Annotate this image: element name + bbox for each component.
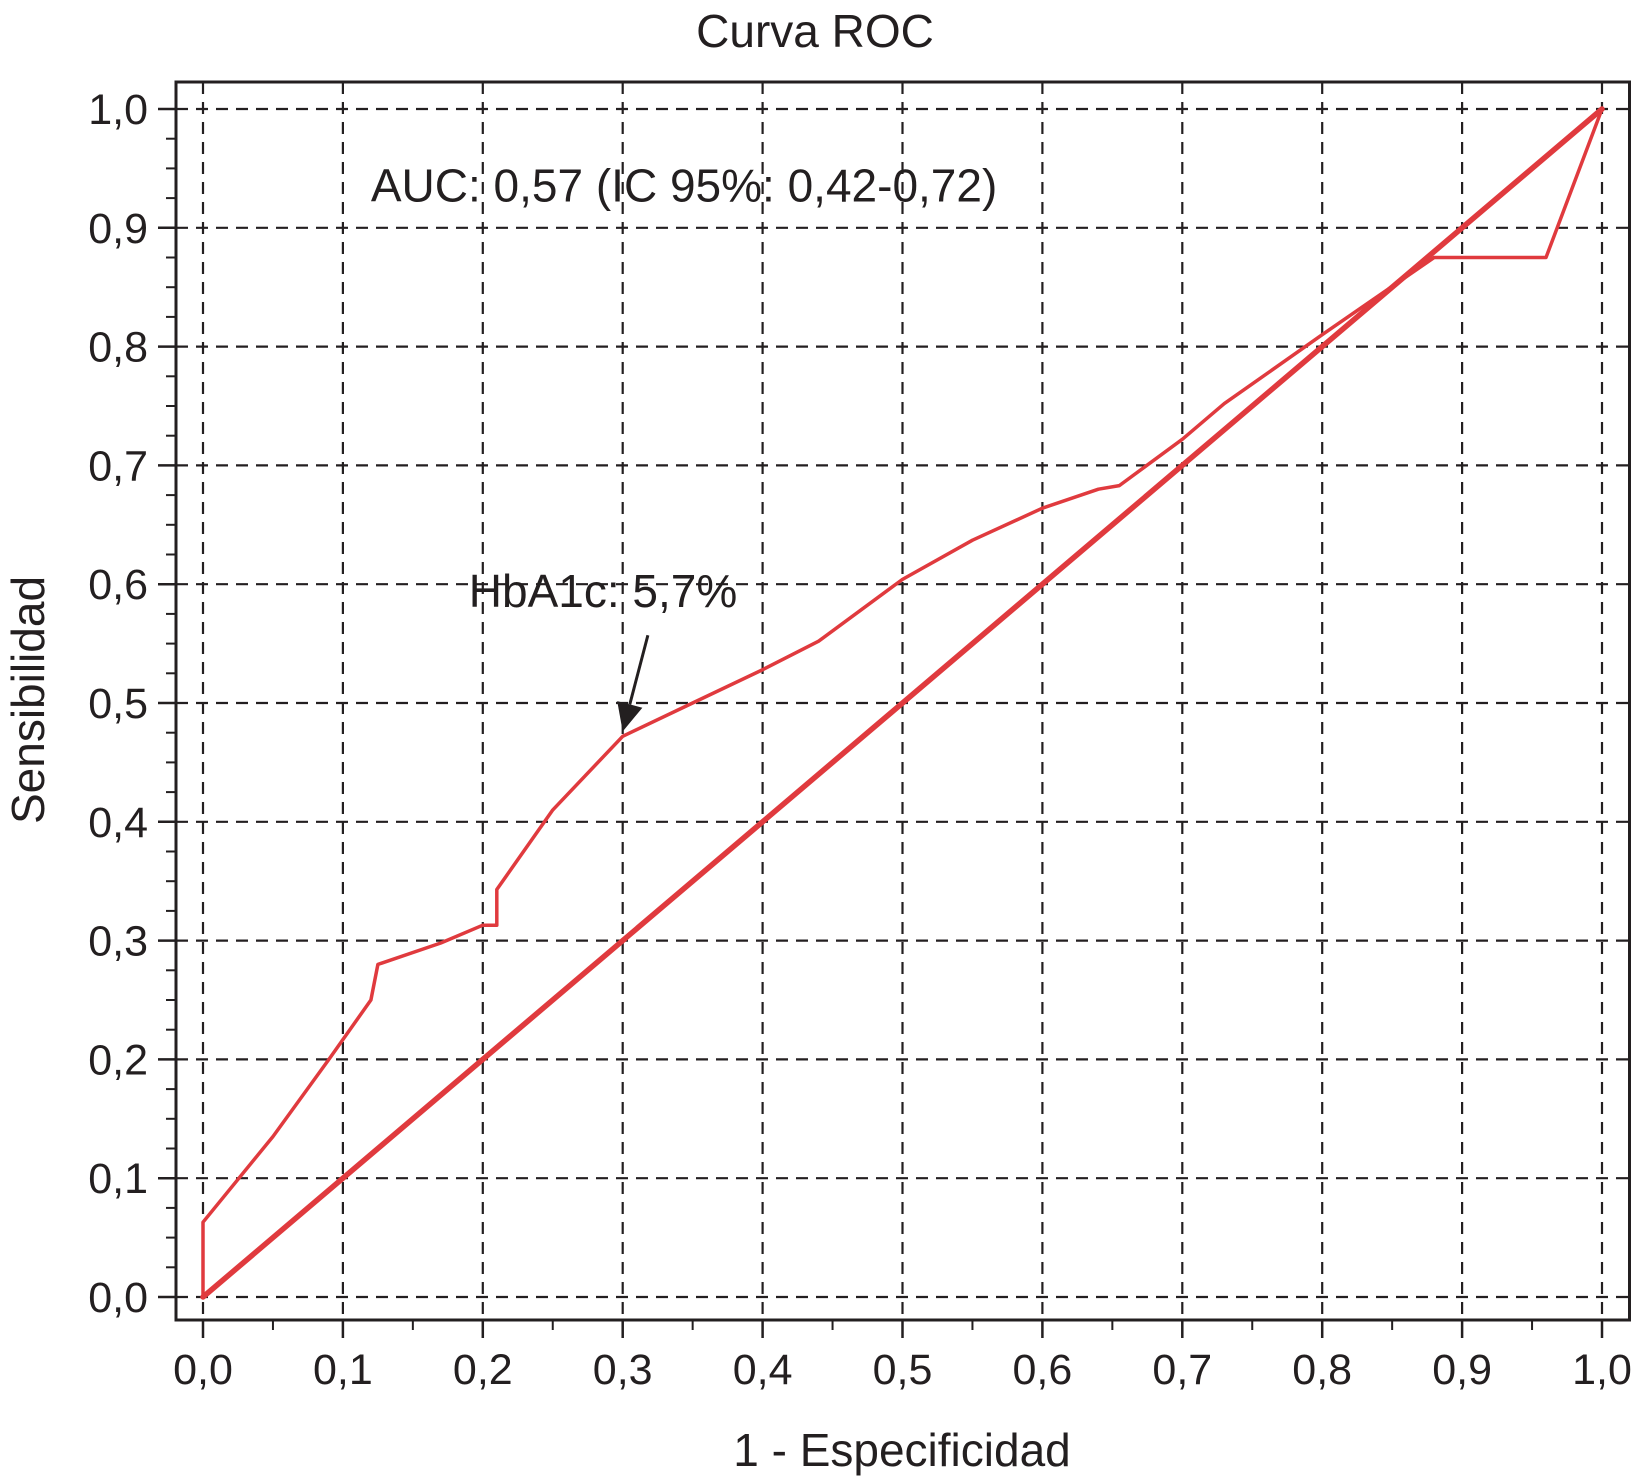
cutoff-annotation: HbA1c: 5,7% <box>469 565 737 617</box>
y-tick-label: 0,6 <box>88 561 148 609</box>
x-tick-label: 0,2 <box>453 1346 513 1394</box>
y-axis-label: Sensibilidad <box>2 576 54 824</box>
y-tick-label: 0,8 <box>88 324 148 372</box>
y-tick-label: 0,2 <box>88 1036 148 1084</box>
reference-diagonal <box>200 106 1605 1300</box>
x-tick-label: 0,6 <box>1013 1346 1073 1394</box>
y-tick-label: 1,0 <box>88 86 148 134</box>
arrow-shaft <box>628 634 650 705</box>
chart-title: Curva ROC <box>696 5 934 57</box>
x-tick-label: 0,3 <box>593 1346 653 1394</box>
y-tick-label: 0,7 <box>88 442 148 490</box>
arrow-head <box>617 701 643 732</box>
x-axis-label: 1 - Especificidad <box>733 1424 1071 1476</box>
x-tick-label: 0,0 <box>173 1346 233 1394</box>
x-tick-label: 0,9 <box>1432 1346 1492 1394</box>
series-layer <box>200 106 1605 1300</box>
x-tick-label: 0,8 <box>1292 1346 1352 1394</box>
y-tick-label: 0,4 <box>88 799 148 847</box>
frame-layer <box>158 80 1631 1338</box>
x-tick-label: 0,4 <box>733 1346 793 1394</box>
text-layer: Curva ROC 1 - Especificidad Sensibilidad… <box>2 5 1631 1476</box>
y-tick-label: 0,5 <box>88 680 148 728</box>
x-tick-label: 1,0 <box>1572 1346 1631 1394</box>
y-tick-label: 0,1 <box>88 1155 148 1203</box>
x-tick-label: 0,7 <box>1152 1346 1212 1394</box>
y-tick-label: 0,3 <box>88 918 148 966</box>
x-tick-label: 0,1 <box>313 1346 373 1394</box>
roc-curve <box>201 107 1604 1299</box>
y-tick-label: 0,0 <box>88 1274 148 1322</box>
auc-annotation: AUC: 0,57 (IC 95%: 0,42-0,72) <box>371 160 997 212</box>
annotation-layer: AUC: 0,57 (IC 95%: 0,42-0,72) HbA1c: 5,7% <box>371 160 997 732</box>
x-tick-label: 0,5 <box>873 1346 933 1394</box>
y-tick-label: 0,9 <box>88 205 148 253</box>
